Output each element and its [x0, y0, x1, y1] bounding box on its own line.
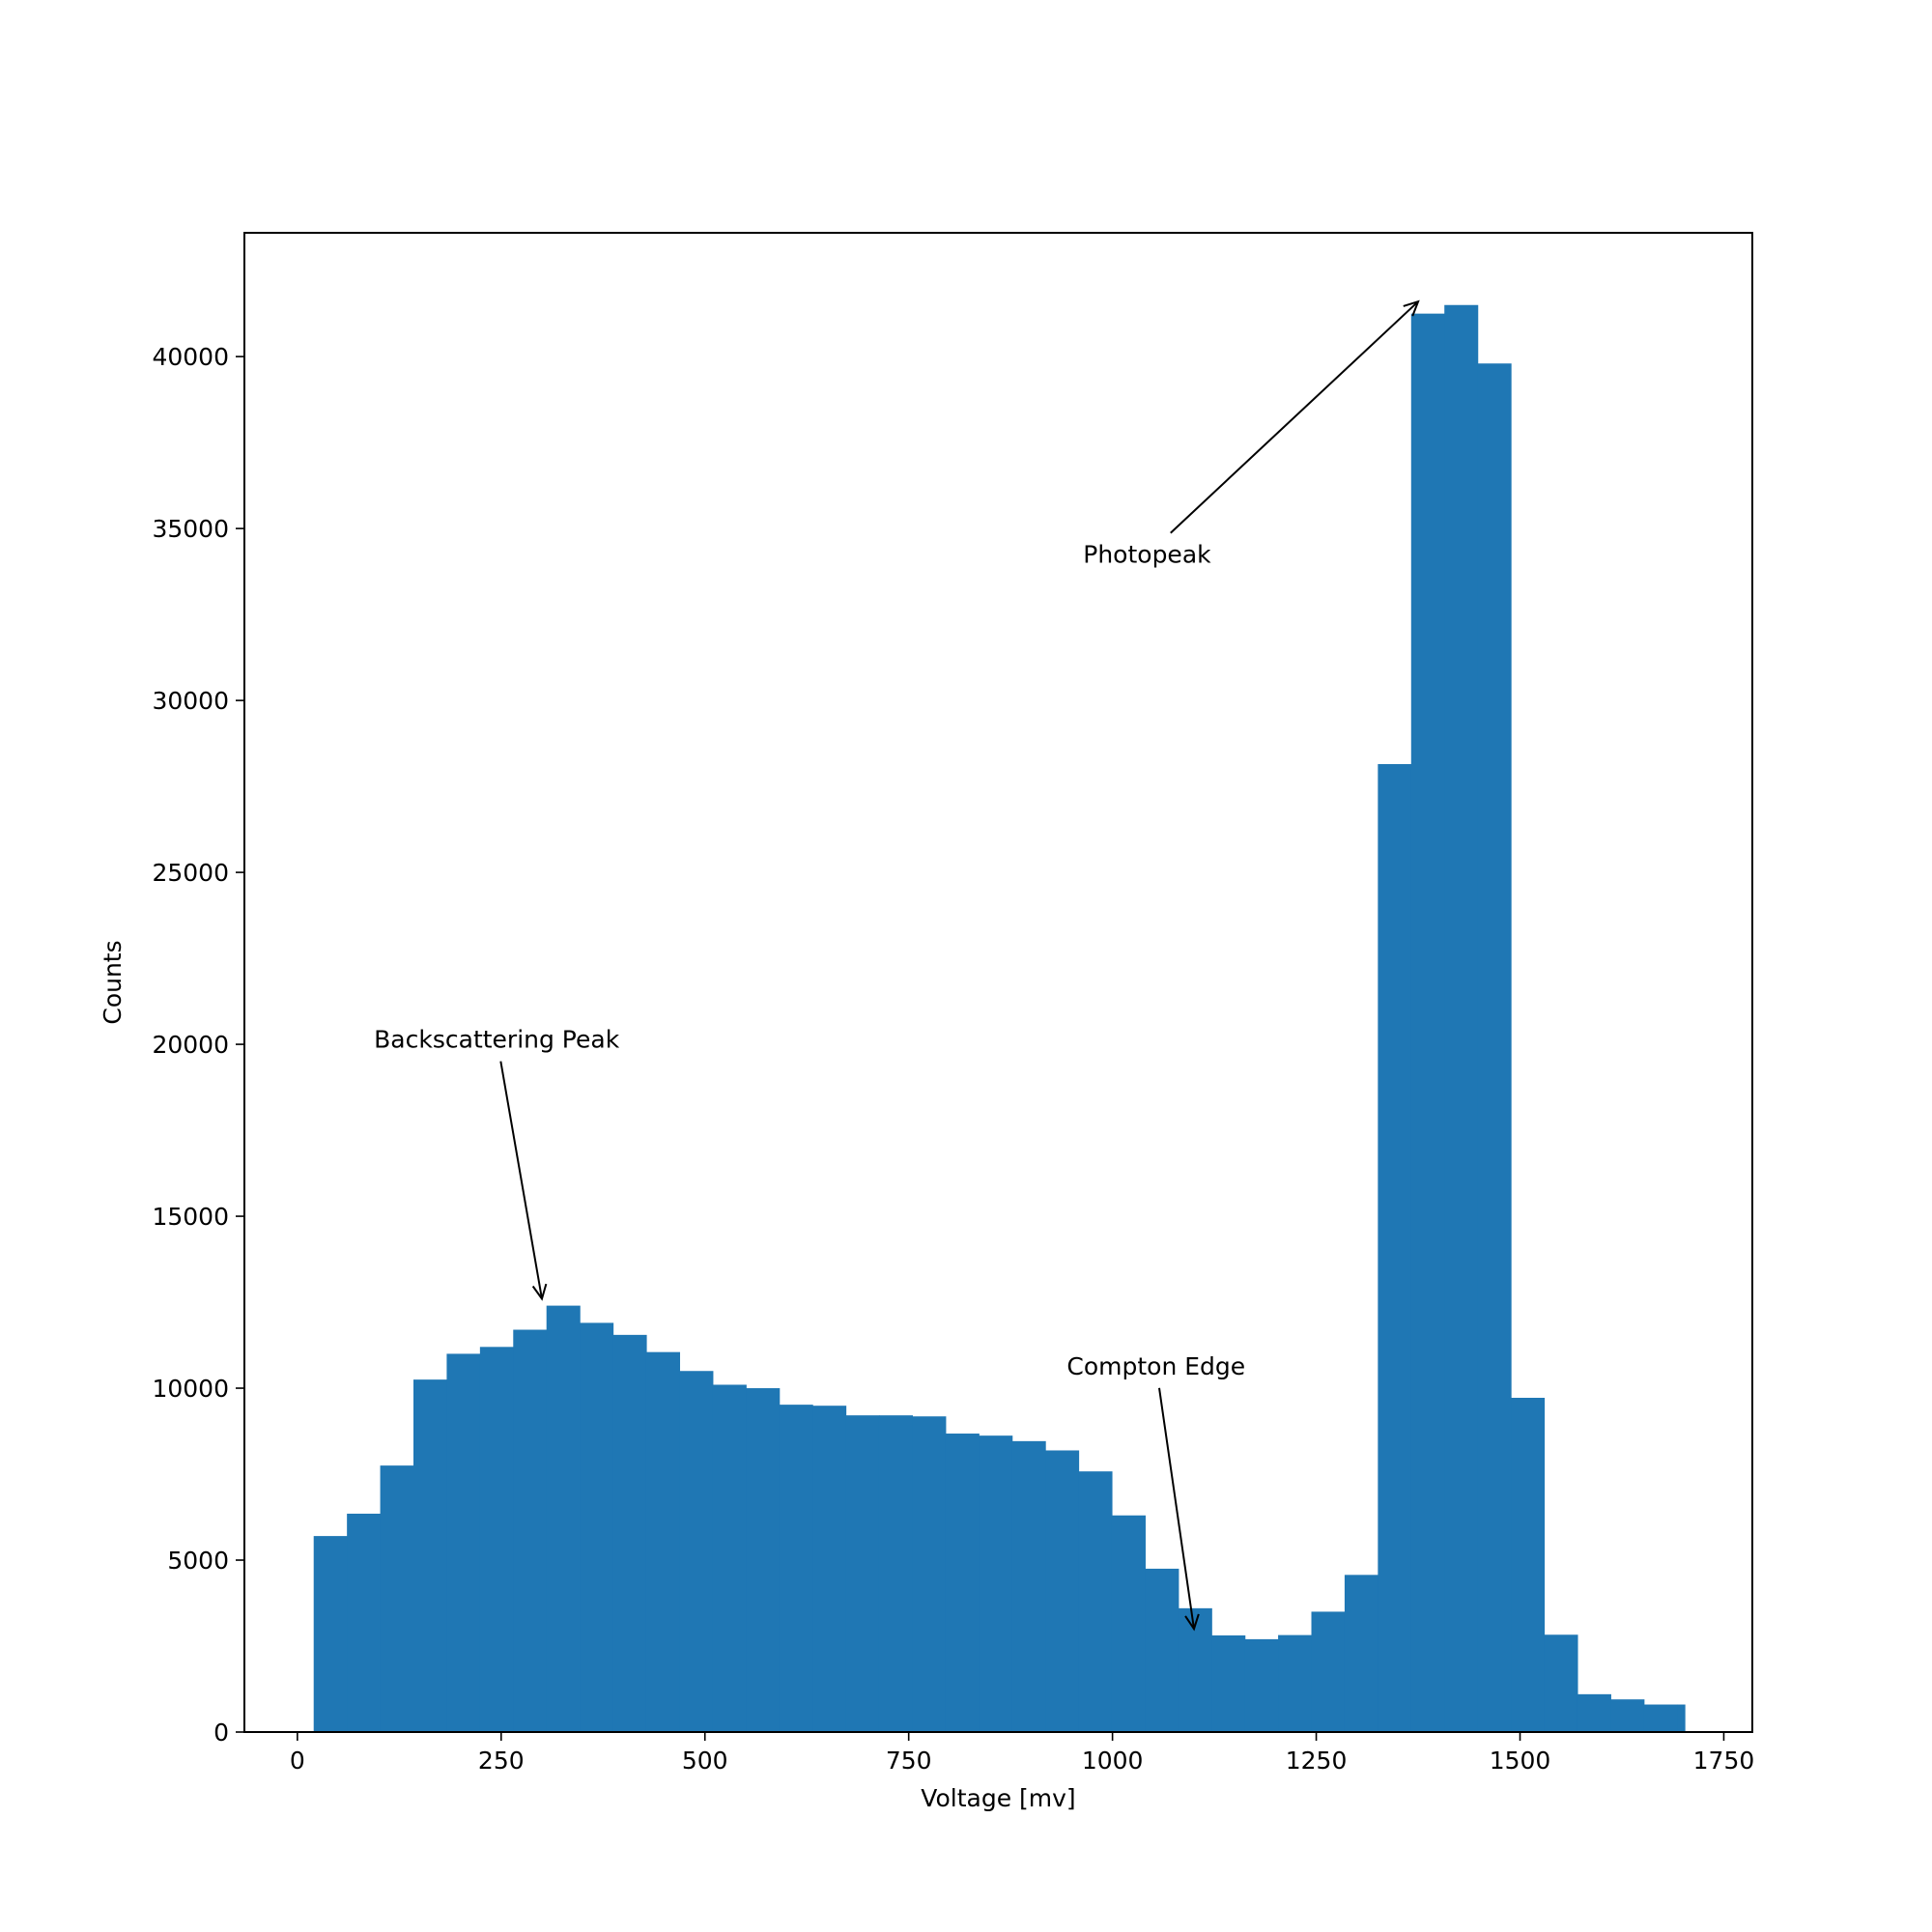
x-tick-label: 250	[478, 1747, 525, 1775]
histogram-bar	[1045, 1450, 1080, 1732]
histogram-bar	[679, 1371, 714, 1732]
x-tick-label: 1750	[1693, 1747, 1755, 1775]
histogram-bar	[779, 1405, 813, 1732]
histogram-bar	[313, 1536, 348, 1732]
histogram-bar	[1378, 763, 1412, 1732]
y-tick-label: 5000	[167, 1547, 229, 1575]
histogram-bar	[380, 1465, 414, 1732]
annotation: Backscattering Peak	[374, 1026, 620, 1301]
x-axis: 0 250 500 750 1000 1250 1500 1750	[290, 1732, 1754, 1775]
x-tick-label: 500	[682, 1747, 728, 1775]
annotation-arrow-line	[499, 1061, 543, 1299]
histogram-bar	[446, 1353, 481, 1732]
histogram-bar	[1544, 1634, 1578, 1732]
histogram-bar	[945, 1434, 980, 1732]
histogram-bar	[1344, 1575, 1378, 1732]
histogram-bar	[513, 1329, 548, 1732]
annotation-arrow-head	[531, 1283, 548, 1301]
annotations: Photopeak Backscattering Peak Compton Edge	[374, 299, 1420, 1632]
y-tick-label: 10000	[152, 1375, 229, 1403]
y-tick-label: 15000	[152, 1203, 229, 1231]
y-axis: 0 5000 10000 15000 20000 25000 30000 35000 40000	[152, 343, 244, 1747]
x-tick-label: 1250	[1286, 1747, 1348, 1775]
y-tick-label: 30000	[152, 687, 229, 715]
annotation-arrow-head	[1184, 1613, 1200, 1632]
histogram-bar	[1011, 1440, 1046, 1732]
histogram-bar	[1610, 1699, 1645, 1732]
histogram-bar	[746, 1388, 781, 1732]
histogram-bar	[479, 1347, 514, 1732]
histogram-bar	[1145, 1568, 1179, 1732]
histogram-bar	[912, 1416, 947, 1732]
histogram-bar	[1211, 1634, 1246, 1732]
histogram-bar	[1111, 1515, 1146, 1732]
annotation-label: Photopeak	[1083, 541, 1211, 569]
y-tick-label: 0	[213, 1719, 229, 1747]
annotation-arrow-head	[1403, 299, 1420, 317]
histogram-bar	[1178, 1607, 1212, 1732]
annotation-label: Backscattering Peak	[374, 1026, 620, 1054]
annotation-label: Compton Edge	[1066, 1352, 1245, 1380]
histogram-bar	[612, 1334, 647, 1732]
histogram-bar	[812, 1406, 847, 1732]
x-tick-label: 0	[290, 1747, 305, 1775]
annotation-arrow-line	[1158, 1387, 1195, 1630]
histogram-bar	[645, 1351, 681, 1732]
histogram-bar	[1278, 1634, 1313, 1732]
histogram-bar	[1477, 363, 1512, 1732]
histogram-bar	[845, 1415, 880, 1732]
histogram-bar	[580, 1322, 614, 1732]
histogram-bar	[1444, 304, 1479, 1732]
histogram-bar	[1311, 1611, 1346, 1732]
histogram-bar	[712, 1384, 747, 1732]
histogram-bar	[1511, 1398, 1546, 1732]
histogram-bar	[1643, 1704, 1678, 1732]
histogram-bar	[1078, 1471, 1113, 1732]
annotation-arrow-line	[1170, 300, 1419, 534]
histogram-bar	[413, 1379, 448, 1732]
y-tick-label: 25000	[152, 859, 229, 887]
histogram-bar	[347, 1513, 382, 1732]
histogram-bar	[546, 1305, 581, 1732]
histogram-bar	[1677, 1704, 1686, 1732]
y-tick-label: 40000	[152, 343, 229, 371]
y-axis-label: Counts	[99, 940, 127, 1024]
plot-frame	[243, 232, 1753, 1733]
x-tick-label: 1500	[1490, 1747, 1551, 1775]
annotation: Compton Edge	[1066, 1352, 1245, 1632]
histogram-bar	[1577, 1693, 1611, 1732]
x-tick-label: 750	[886, 1747, 932, 1775]
x-tick-label: 1000	[1082, 1747, 1144, 1775]
histogram-bar	[1244, 1638, 1279, 1732]
y-tick-label: 20000	[152, 1031, 229, 1059]
y-tick-label: 35000	[152, 515, 229, 543]
x-axis-label: Voltage [mv]	[921, 1784, 1075, 1812]
histogram-bar	[1410, 313, 1445, 1732]
histogram-bars	[313, 304, 1686, 1732]
histogram-bar	[979, 1435, 1013, 1732]
histogram-bar	[878, 1415, 913, 1732]
annotation: Photopeak	[1083, 299, 1420, 569]
